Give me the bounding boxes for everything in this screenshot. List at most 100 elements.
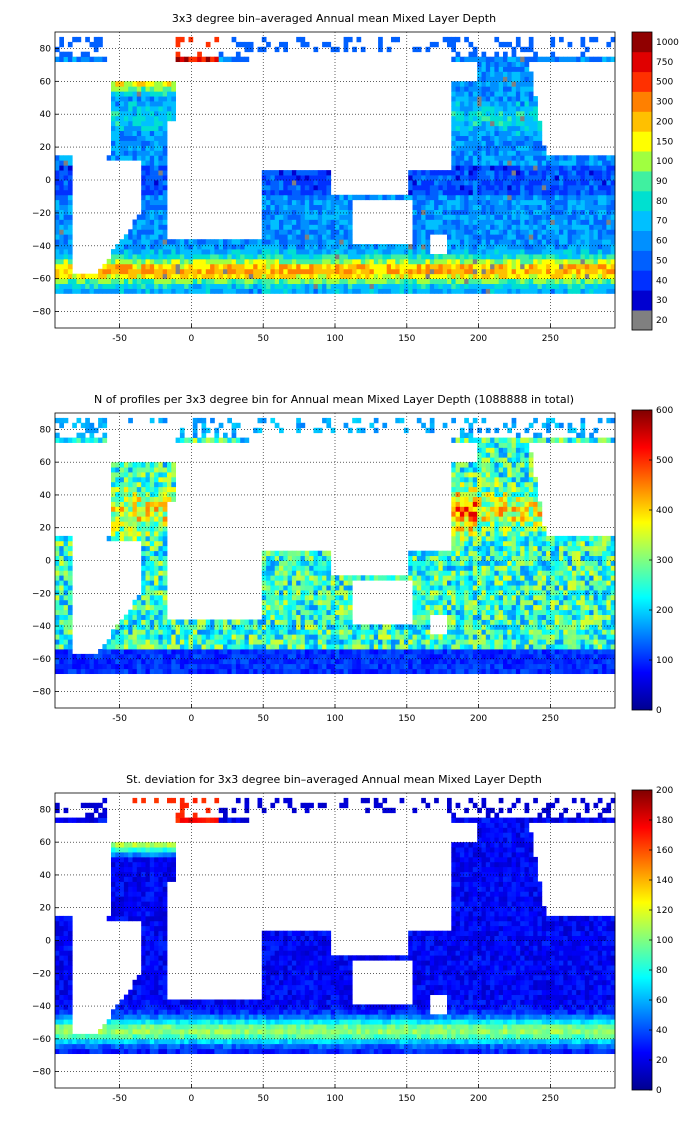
heatmap-cell	[67, 41, 73, 48]
heatmap-cell	[571, 219, 577, 225]
heatmap-cell	[322, 258, 327, 265]
heatmap-cell	[214, 278, 220, 285]
heatmap-cell	[464, 258, 469, 265]
heatmap-cell	[322, 189, 327, 196]
heatmap-cell	[93, 658, 99, 665]
heatmap-cell	[67, 283, 73, 289]
heatmap-cell	[158, 263, 164, 270]
heatmap-cell	[584, 273, 590, 280]
heatmap-cell	[563, 239, 569, 245]
heatmap-cell	[132, 244, 138, 250]
heatmap-cell	[352, 263, 357, 270]
heatmap-cell	[593, 644, 599, 650]
heatmap-cell	[128, 145, 133, 151]
heatmap-cell	[132, 254, 138, 260]
heatmap-cell	[485, 234, 491, 240]
heatmap-cell	[593, 249, 599, 255]
heatmap-cell	[606, 199, 612, 206]
heatmap-cell	[520, 288, 525, 294]
heatmap-cell	[123, 653, 129, 660]
heatmap-cell	[468, 86, 474, 92]
heatmap-cell	[386, 273, 392, 280]
heatmap-cell	[528, 130, 534, 137]
heatmap-cell	[227, 258, 233, 265]
heatmap-cell	[330, 214, 336, 220]
heatmap-cell	[442, 180, 448, 186]
heatmap-cell	[347, 224, 353, 230]
heatmap-cell	[158, 140, 164, 146]
heatmap-cell	[335, 239, 340, 245]
heatmap-cell	[451, 273, 457, 280]
heatmap-cell	[438, 288, 444, 294]
heatmap-cell	[279, 194, 284, 201]
heatmap-cell	[261, 209, 267, 215]
heatmap-cell	[546, 160, 551, 166]
heatmap-cell	[447, 614, 452, 620]
heatmap-cell	[459, 609, 465, 616]
heatmap-cell	[515, 66, 521, 72]
heatmap-cell	[520, 634, 525, 640]
heatmap-cell	[528, 214, 534, 220]
heatmap-cell	[322, 283, 327, 289]
heatmap-cell	[464, 244, 469, 250]
heatmap-cell	[326, 199, 332, 206]
heatmap-cell	[162, 184, 168, 191]
heatmap-cell	[313, 224, 319, 230]
heatmap-cell	[279, 283, 284, 289]
heatmap-cell	[533, 614, 538, 620]
heatmap-cell	[102, 658, 108, 665]
heatmap-cell	[132, 145, 138, 151]
heatmap-cell	[279, 619, 284, 625]
heatmap-cell	[584, 254, 590, 260]
heatmap-cell	[490, 624, 495, 630]
heatmap-cell	[63, 51, 69, 58]
heatmap-cell	[261, 614, 267, 620]
heatmap-cell	[240, 268, 245, 275]
heatmap-cell	[477, 204, 482, 211]
heatmap-cell	[179, 668, 185, 675]
heatmap-cell	[520, 160, 525, 166]
heatmap-cell	[563, 180, 569, 186]
heatmap-cell	[429, 649, 435, 655]
heatmap-cell	[244, 624, 250, 630]
heatmap-cell	[59, 273, 65, 280]
heatmap-cell	[300, 219, 306, 225]
heatmap-cell	[352, 278, 357, 285]
heatmap-cell	[507, 263, 513, 270]
heatmap-cell	[455, 668, 461, 675]
heatmap-cell	[485, 199, 491, 206]
heatmap-cell	[429, 175, 435, 181]
heatmap-cell	[309, 263, 314, 270]
heatmap-cell	[571, 209, 577, 215]
heatmap-cell	[266, 278, 271, 285]
heatmap-cell	[373, 663, 379, 670]
heatmap-cell	[149, 604, 155, 611]
heatmap-cell	[533, 254, 538, 260]
heatmap-cell	[524, 604, 530, 611]
heatmap-cell	[606, 170, 612, 176]
heatmap-cell	[136, 639, 142, 645]
heatmap-cell	[158, 155, 164, 161]
heatmap-cell	[490, 609, 495, 616]
heatmap-cell	[533, 106, 538, 112]
heatmap-cell	[511, 189, 517, 196]
heatmap-cell	[589, 180, 594, 186]
heatmap-cell	[63, 194, 69, 201]
heatmap-cell	[55, 283, 60, 289]
heatmap-cell	[240, 663, 245, 670]
heatmap-cell	[347, 604, 353, 611]
heatmap-cell	[85, 663, 90, 670]
heatmap-cell	[511, 209, 517, 215]
heatmap-cell	[610, 619, 616, 625]
heatmap-cell	[175, 619, 181, 625]
heatmap-cell	[270, 624, 276, 630]
heatmap-cell	[421, 244, 426, 250]
heatmap-cell	[287, 278, 293, 285]
heatmap-cell	[438, 224, 444, 230]
colorbar-label: 60	[656, 237, 668, 247]
heatmap-cell	[537, 619, 543, 625]
heatmap-cell	[567, 165, 573, 171]
heatmap-cell	[490, 81, 495, 87]
heatmap-cell	[507, 234, 513, 240]
heatmap-cell	[459, 639, 465, 645]
